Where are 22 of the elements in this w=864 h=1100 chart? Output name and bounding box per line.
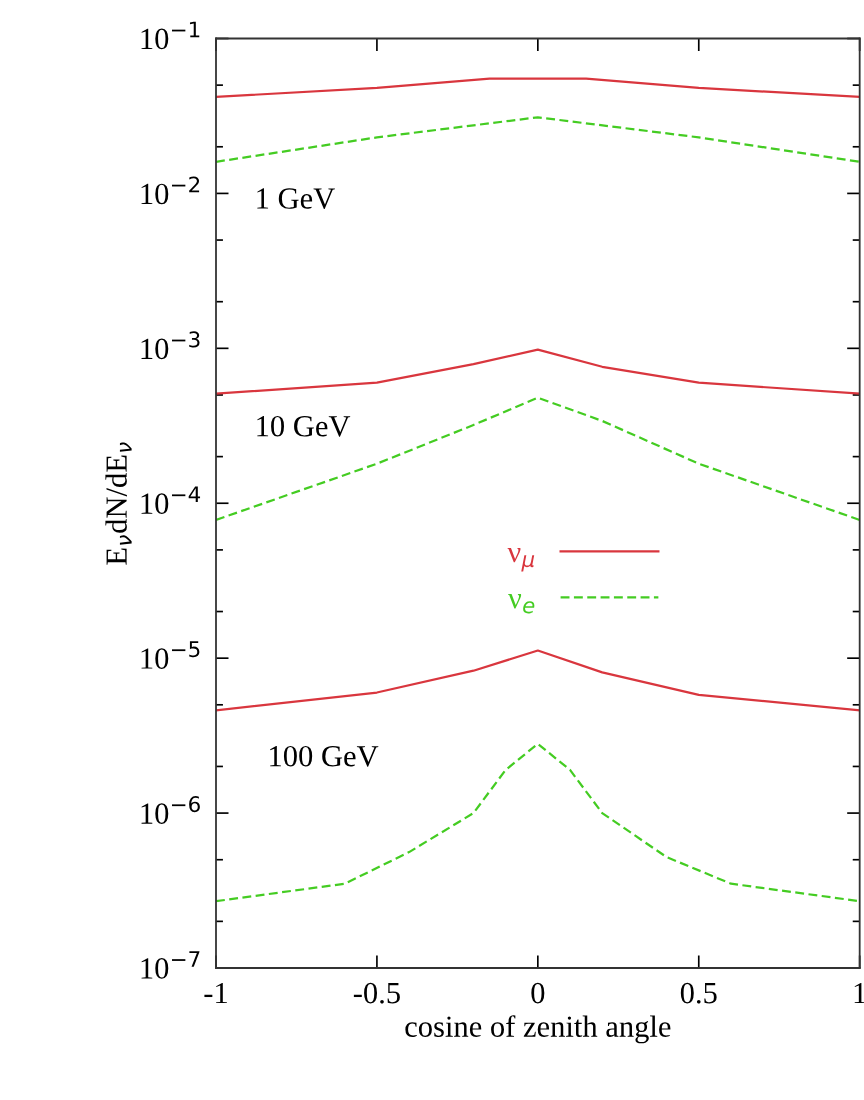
x-tick-label: -0.5 [353, 982, 400, 1004]
y-tick-label: 10$^{−2}$ [141, 176, 200, 205]
line-series [216, 649, 860, 712]
x-axis-title: cosine of zenith angle [405, 1015, 671, 1044]
x-tick-label: 0 [531, 982, 545, 1004]
legend-label: ν$_{μ}$ [507, 547, 535, 572]
annotation: 1 GeV [257, 188, 335, 209]
y-tick-label: 10$^{−7}$ [141, 951, 200, 979]
y-tick-label: 10$^{−1}$ [141, 21, 200, 50]
y-tick-label: 10$^{−6}$ [141, 796, 200, 824]
y-tick-label: 10$^{−3}$ [141, 331, 200, 360]
line-series [216, 742, 860, 903]
annotation: 10 GeV [257, 415, 351, 437]
x-tick-label: 0.5 [680, 982, 717, 1004]
annotation: 100 GeV [270, 745, 379, 767]
y-tick-label: 10$^{−4}$ [141, 486, 201, 514]
line-series [216, 396, 860, 522]
legend-label: ν$_{e}$ [508, 594, 535, 614]
y-tick-label: 10$^{−5}$ [141, 641, 200, 669]
x-tick-label: -1 [204, 982, 227, 1004]
line-series [216, 348, 860, 395]
y-axis-title: E$_{ν}$dN/dE$_{ν}$ [105, 442, 132, 565]
